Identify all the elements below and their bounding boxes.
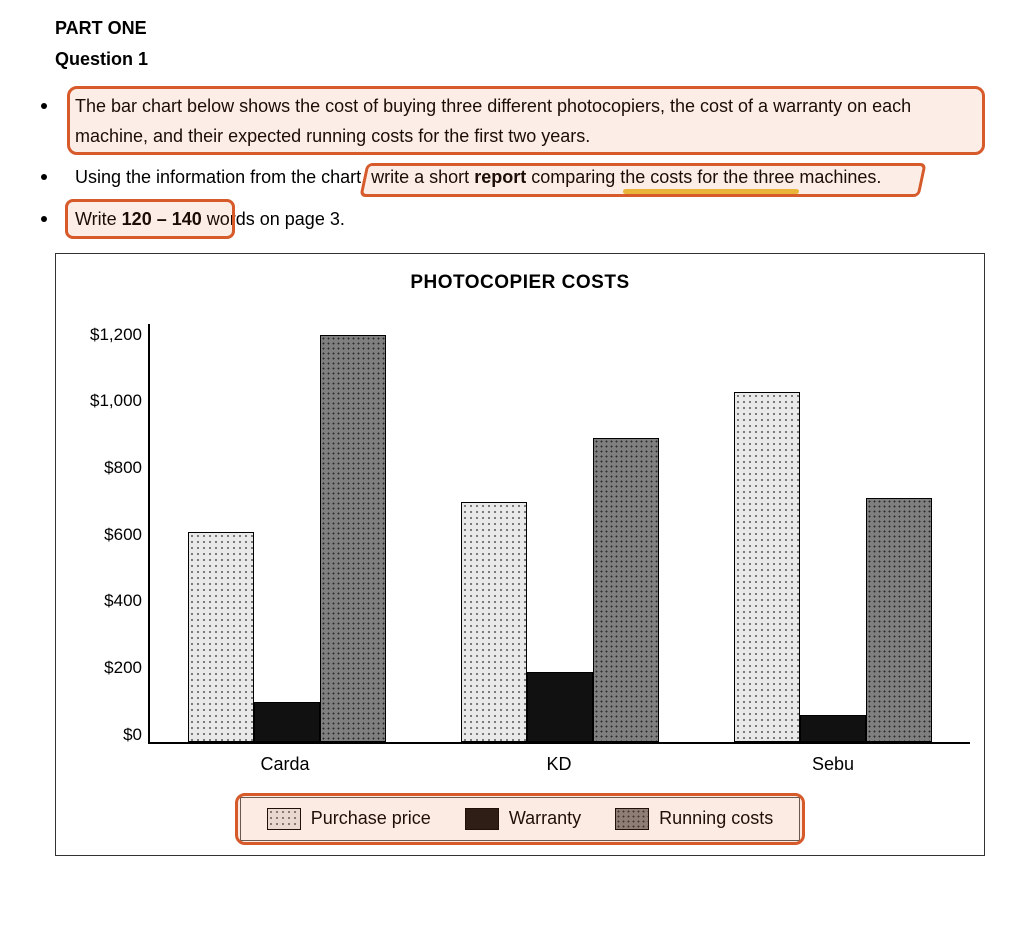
bullet-2-bold: report (474, 167, 526, 187)
legend-item-running: Running costs (615, 808, 773, 830)
bullet-dot-icon (41, 216, 47, 222)
bar-warranty (527, 672, 593, 742)
bullet-2: Using the information from the chart, wr… (35, 163, 989, 193)
bullet-3-pre: Write (75, 209, 122, 229)
bullet-2-post: for the three machines. (692, 167, 881, 187)
question-label: Question 1 (55, 49, 989, 70)
bar-group (423, 324, 696, 742)
bullet-1: The bar chart below shows the cost of bu… (35, 92, 989, 151)
x-label: Sebu (696, 744, 970, 775)
bar-warranty (254, 702, 320, 742)
chart-frame: PHOTOCOPIER COSTS $1,200$1,000$800$600$4… (55, 253, 985, 856)
bullet-3-post: words on page 3. (202, 209, 345, 229)
part-label: PART ONE (55, 18, 989, 39)
chart-title: PHOTOCOPIER COSTS (70, 272, 970, 294)
bar-group (697, 324, 970, 742)
underline-gold (623, 189, 799, 194)
bar-purchase (734, 392, 800, 742)
x-label: Carda (148, 744, 422, 775)
bullet-2-pre: Using the information from the chart, (75, 167, 371, 187)
bullet-3: Write 120 – 140 words on page 3. (35, 205, 989, 235)
bullet-dot-icon (41, 103, 47, 109)
bar-running (320, 335, 386, 742)
x-axis-labels: CardaKDSebu (148, 744, 970, 775)
bullet-2-mid1: write a short (371, 167, 474, 187)
plot-area (148, 324, 970, 744)
legend-label: Running costs (659, 808, 773, 829)
bar-group (150, 324, 423, 742)
bar-running (866, 498, 932, 741)
bar-running (593, 438, 659, 741)
legend-swatch-running (615, 808, 649, 830)
legend-label: Purchase price (311, 808, 431, 829)
bullet-3-bold: 120 – 140 (122, 209, 202, 229)
legend-swatch-purchase (267, 808, 301, 830)
legend-swatch-warranty (465, 808, 499, 830)
x-label: KD (422, 744, 696, 775)
legend-item-purchase: Purchase price (267, 808, 431, 830)
legend-label: Warranty (509, 808, 581, 829)
bar-warranty (800, 715, 866, 742)
bar-purchase (188, 532, 254, 742)
y-axis: $1,200$1,000$800$600$400$200$0 (70, 324, 148, 744)
bar-purchase (461, 502, 527, 742)
bullet-2-mid2: comparing the costs (526, 167, 692, 187)
instruction-list: The bar chart below shows the cost of bu… (35, 92, 989, 235)
bullet-dot-icon (41, 174, 47, 180)
legend-item-warranty: Warranty (465, 808, 581, 830)
bullet-1-text: The bar chart below shows the cost of bu… (75, 96, 911, 146)
legend: Purchase price Warranty Running costs (240, 797, 800, 841)
